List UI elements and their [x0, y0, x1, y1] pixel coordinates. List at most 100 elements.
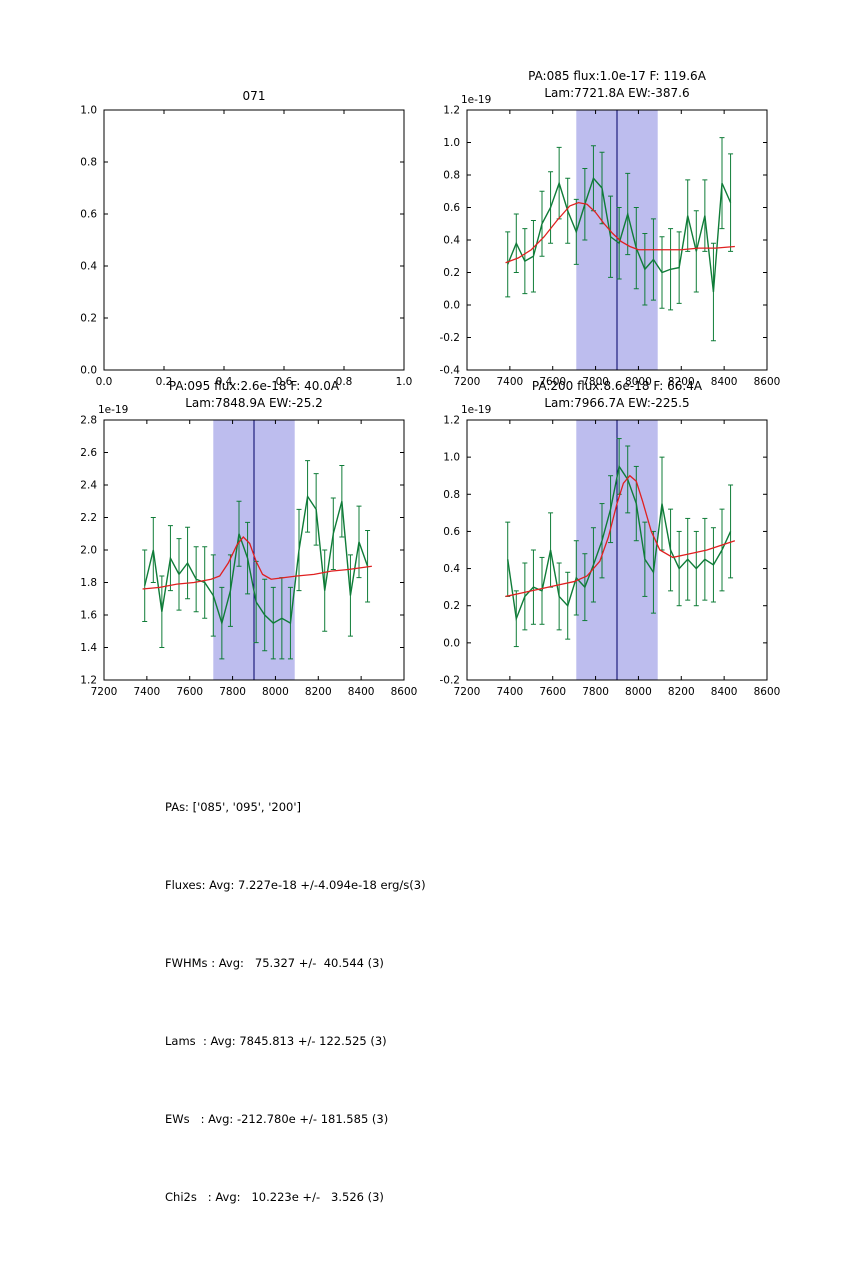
svg-text:8000: 8000	[262, 686, 289, 698]
fit-line	[505, 474, 736, 598]
svg-text:1.6: 1.6	[80, 610, 97, 622]
svg-text:0.2: 0.2	[156, 376, 173, 388]
svg-text:0.6: 0.6	[80, 209, 97, 221]
svg-text:2.0: 2.0	[80, 545, 97, 557]
svg-text:1.2: 1.2	[443, 105, 460, 117]
chart-svg: 7200 7400 7600 7800 8000 8200 8400 8600 -0.2 0.0 0…	[440, 379, 781, 698]
svg-text:8200: 8200	[668, 376, 695, 388]
chart-title: 071	[243, 89, 266, 103]
svg-text:0.6: 0.6	[443, 202, 460, 214]
axis-offset-label: 1e-19	[98, 404, 128, 416]
svg-text:7400: 7400	[133, 686, 160, 698]
summary-line-fwhms: FWHMs : Avg: 75.327 +/- 40.544 (3)	[165, 956, 384, 970]
svg-text:0.8: 0.8	[443, 170, 460, 182]
svg-text:0.8: 0.8	[80, 157, 97, 169]
svg-text:1.2: 1.2	[80, 675, 97, 687]
svg-text:7800: 7800	[219, 686, 246, 698]
svg-text:7600: 7600	[539, 686, 566, 698]
svg-text:0.0: 0.0	[80, 365, 97, 377]
svg-text:1.4: 1.4	[80, 642, 97, 654]
svg-text:8600: 8600	[754, 686, 781, 698]
ticks	[466, 109, 768, 371]
plot-071: 0.0 0.2 0.4 0.6 0.8 1.0 0.0 0.2 0.4 0.6 0.8 1.0 071	[42, 62, 426, 402]
svg-text:7800: 7800	[582, 686, 609, 698]
svg-text:1.2: 1.2	[443, 415, 460, 427]
svg-text:0.6: 0.6	[443, 526, 460, 538]
svg-text:-0.2: -0.2	[440, 332, 461, 344]
axis-offset-label: 1e-19	[461, 404, 491, 416]
svg-text:7200: 7200	[91, 686, 118, 698]
svg-text:2.8: 2.8	[80, 415, 97, 427]
fit-line	[505, 201, 735, 264]
spectrum-line	[144, 494, 369, 626]
chart-title: PA:085 flux:1.0e-17 F: 119.6A	[528, 69, 707, 83]
axes-frame	[103, 109, 405, 371]
svg-text:1.0: 1.0	[396, 376, 413, 388]
chart-svg: 7200 7400 7600 7800 8000 8200 8400 8600 1.2 1.4 1.…	[80, 379, 418, 698]
chart-title: Lam:7966.7A EW:-225.5	[544, 396, 689, 410]
ticks	[103, 109, 405, 371]
svg-text:8200: 8200	[668, 686, 695, 698]
chart-title: Lam:7721.8A EW:-387.6	[544, 86, 689, 100]
svg-text:0.6: 0.6	[276, 376, 293, 388]
svg-text:2.2: 2.2	[80, 512, 97, 524]
chart-title: Lam:7848.9A EW:-25.2	[185, 396, 323, 410]
svg-text:7600: 7600	[539, 376, 566, 388]
figure: 0.0 0.2 0.4 0.6 0.8 1.0 0.0 0.2 0.4 0.6 0.8 1.0 071 …	[42, 62, 789, 1204]
svg-text:7600: 7600	[176, 686, 203, 698]
spectrum-line	[507, 464, 732, 622]
svg-text:7400: 7400	[496, 686, 523, 698]
svg-text:0.4: 0.4	[443, 235, 460, 247]
svg-text:1.0: 1.0	[80, 105, 97, 117]
svg-text:7400: 7400	[496, 376, 523, 388]
chart-svg: 0.0 0.2 0.4 0.6 0.8 1.0 0.0 0.2 0.4 0.6 0.8 1.0 071	[80, 89, 413, 388]
svg-text:0.8: 0.8	[443, 489, 460, 501]
svg-text:8400: 8400	[711, 376, 738, 388]
ticks	[103, 419, 405, 681]
svg-text:1.0: 1.0	[443, 137, 460, 149]
svg-text:1.8: 1.8	[80, 577, 97, 589]
svg-text:0.4: 0.4	[80, 261, 97, 273]
svg-text:7800: 7800	[582, 376, 609, 388]
summary-text: PAs: ['085', '095', '200'] Fluxes: Avg: …	[165, 742, 426, 1262]
svg-text:0.0: 0.0	[96, 376, 113, 388]
svg-text:0.0: 0.0	[443, 300, 460, 312]
summary-line-fluxes: Fluxes: Avg: 7.227e-18 +/-4.094e-18 erg/…	[165, 878, 426, 892]
plot-pa095: 7200 7400 7600 7800 8000 8200 8400 8600 1.2 1.4 1.…	[42, 372, 426, 712]
svg-text:1.0: 1.0	[443, 452, 460, 464]
summary-line-ews: EWs : Avg: -212.780e +/- 181.585 (3)	[165, 1112, 389, 1126]
svg-text:0.8: 0.8	[336, 376, 353, 388]
chart-title: PA:095 flux:2.6e-18 F: 40.0A	[169, 379, 340, 393]
svg-text:2.4: 2.4	[80, 480, 97, 492]
svg-text:7200: 7200	[454, 376, 481, 388]
svg-text:-0.2: -0.2	[440, 675, 461, 687]
svg-text:8600: 8600	[391, 686, 418, 698]
svg-text:8400: 8400	[348, 686, 375, 698]
svg-text:8200: 8200	[305, 686, 332, 698]
svg-text:0.0: 0.0	[443, 637, 460, 649]
svg-text:0.2: 0.2	[443, 600, 460, 612]
plot-pa200: 7200 7400 7600 7800 8000 8200 8400 8600 -0.2 0.0 0…	[405, 372, 789, 712]
svg-text:8400: 8400	[711, 686, 738, 698]
svg-text:0.2: 0.2	[80, 313, 97, 325]
summary-line-chi2s: Chi2s : Avg: 10.223e +/- 3.526 (3)	[165, 1190, 384, 1204]
summary-line-pas: PAs: ['085', '095', '200']	[165, 800, 302, 814]
plot-pa085: 7200 7400 7600 7800 8000 8200 8400 8600 -0.4 -0.2…	[405, 62, 789, 402]
svg-text:2.6: 2.6	[80, 447, 97, 459]
fit-line	[142, 536, 372, 590]
summary-line-lams: Lams : Avg: 7845.813 +/- 122.525 (3)	[165, 1034, 387, 1048]
chart-svg: 7200 7400 7600 7800 8000 8200 8400 8600 -0.4 -0.2…	[440, 69, 781, 388]
ticks	[466, 419, 768, 681]
axes-frame	[466, 419, 768, 681]
svg-text:8600: 8600	[754, 376, 781, 388]
svg-text:0.4: 0.4	[216, 376, 233, 388]
svg-text:0.2: 0.2	[443, 267, 460, 279]
svg-text:0.4: 0.4	[443, 563, 460, 575]
chart-title: PA:200 flux:8.6e-18 F: 66.4A	[532, 379, 703, 393]
svg-text:8000: 8000	[625, 686, 652, 698]
svg-text:-0.4: -0.4	[440, 365, 461, 377]
spectrum-line	[507, 176, 732, 293]
svg-text:7200: 7200	[454, 686, 481, 698]
svg-text:8000: 8000	[625, 376, 652, 388]
axis-offset-label: 1e-19	[461, 94, 491, 106]
